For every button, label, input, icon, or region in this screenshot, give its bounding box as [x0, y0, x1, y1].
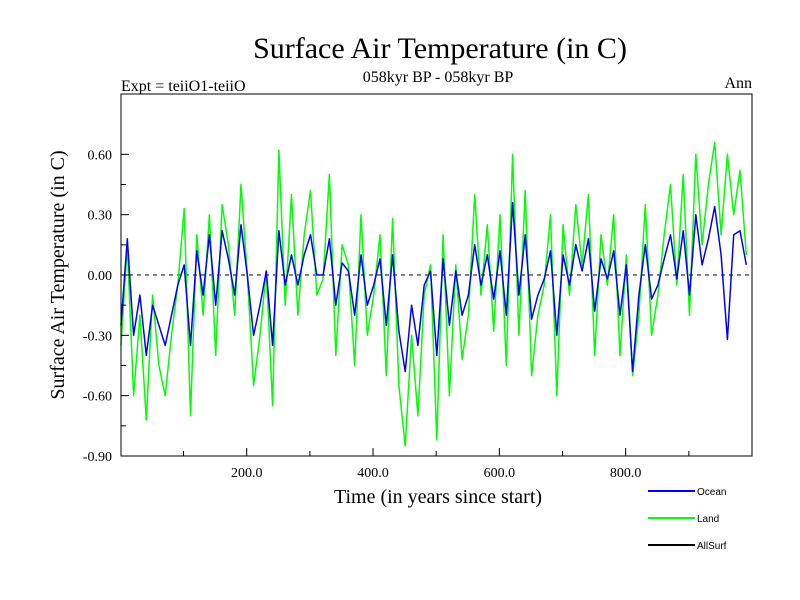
x-tick-label: 800.0: [610, 466, 642, 481]
y-tick-label: 0.30: [88, 209, 113, 224]
legend-label-allsurf: AllSurf: [697, 541, 727, 552]
x-axis: 200.0 400.0 600.0 800.0: [183, 448, 690, 481]
y-axis-label: Surface Air Temperature (in C): [47, 150, 69, 399]
y-axis: -0.90 -0.60 -0.30 0.00 0.30 0.60: [83, 148, 129, 465]
legend-label-land: Land: [697, 514, 719, 525]
plot-frame: [120, 93, 753, 457]
y-tick-label: 0.00: [88, 269, 113, 284]
x-axis-label: Time (in years since start): [334, 486, 542, 508]
y-tick-label: 0.60: [88, 148, 113, 163]
chart-subtitle: 058kyr BP - 058kyr BP: [363, 69, 514, 86]
x-tick-label: 600.0: [484, 466, 516, 481]
series-line-ocean: [120, 201, 748, 373]
x-tick-label: 200.0: [231, 466, 263, 481]
series-layer: [120, 141, 748, 447]
x-tick-label: 400.0: [357, 466, 389, 481]
series-line-land: [120, 141, 748, 447]
chart-title: Surface Air Temperature (in C): [253, 32, 627, 65]
y-tick-label: -0.30: [83, 329, 112, 344]
experiment-label: Expt = teiiO1-teiiO: [121, 78, 246, 95]
season-label: Ann: [724, 75, 752, 92]
y-tick-label: -0.90: [83, 450, 112, 465]
legend: Ocean Land AllSurf: [648, 487, 727, 552]
y-tick-label: -0.60: [83, 390, 112, 405]
legend-label-ocean: Ocean: [697, 487, 726, 498]
